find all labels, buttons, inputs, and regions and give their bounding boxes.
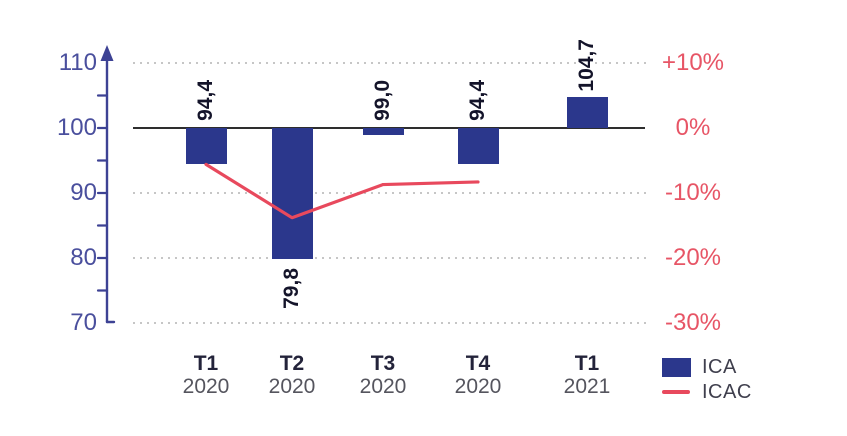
x-tick-year: 2020	[454, 375, 502, 398]
legend-item-icac: ICAC	[662, 380, 752, 404]
x-tick-quarter: T4	[465, 352, 491, 375]
legend-ica-swatch	[662, 357, 691, 377]
ica-bar-T3-2020	[362, 128, 404, 135]
x-tick-label-T4-2020: T4 2020	[430, 352, 526, 398]
gridline-80	[133, 257, 648, 259]
legend-icac-swatch	[662, 390, 690, 394]
right-axis-label-0: +10%	[661, 49, 725, 76]
x-tick-quarter: T1	[193, 352, 219, 375]
legend: ICA ICAC	[662, 355, 752, 405]
right-axis-label-3: -20%	[664, 244, 722, 271]
x-tick-label-T1-2020: T1 2020	[158, 352, 254, 398]
x-tick-label-T1-2021: T1 2021	[539, 352, 635, 398]
x-tick-year: 2020	[359, 375, 407, 398]
x-tick-quarter: T1	[574, 352, 600, 375]
x-tick-year: 2021	[563, 375, 611, 398]
x-tick-quarter: T2	[279, 352, 305, 375]
ica-value-label: 99,0	[371, 80, 394, 121]
right-axis-label-1: 0%	[675, 114, 711, 141]
ica-value-label: 104,7	[575, 38, 598, 92]
x-tick-quarter: T3	[370, 352, 396, 375]
right-axis-label-4: -30%	[664, 309, 722, 336]
x-tick-label-T2-2020: T2 2020	[244, 352, 340, 398]
legend-icac-label: ICAC	[702, 380, 752, 403]
left-axis-label-110: 110	[58, 49, 97, 76]
axis-arrow-up-icon	[100, 45, 114, 61]
gridline-90	[133, 192, 648, 194]
ica-bar-T4-2020	[457, 128, 499, 165]
gridline-70	[133, 322, 648, 324]
legend-ica-label: ICA	[702, 355, 737, 378]
left-axis-label-70: 70	[70, 309, 97, 336]
right-axis-label-2: -10%	[664, 179, 722, 206]
left-axis-label-100: 100	[56, 114, 97, 141]
ica-value-label: 94,4	[194, 80, 217, 121]
left-axis-label-80: 80	[70, 244, 97, 271]
x-tick-label-T3-2020: T3 2020	[335, 352, 431, 398]
x-tick-year: 2020	[182, 375, 230, 398]
x-tick-year: 2020	[268, 375, 316, 398]
left-axis-label-90: 90	[70, 179, 97, 206]
gridline-110	[133, 62, 648, 64]
ica-value-label: 79,8	[280, 268, 303, 310]
ica-bar-T1-2021	[566, 97, 608, 128]
ica-value-label: 94,4	[466, 80, 489, 121]
ica-bar-T1-2020	[185, 128, 227, 165]
ica-bar-T2-2020	[271, 128, 313, 260]
legend-item-ica: ICA	[662, 355, 752, 379]
